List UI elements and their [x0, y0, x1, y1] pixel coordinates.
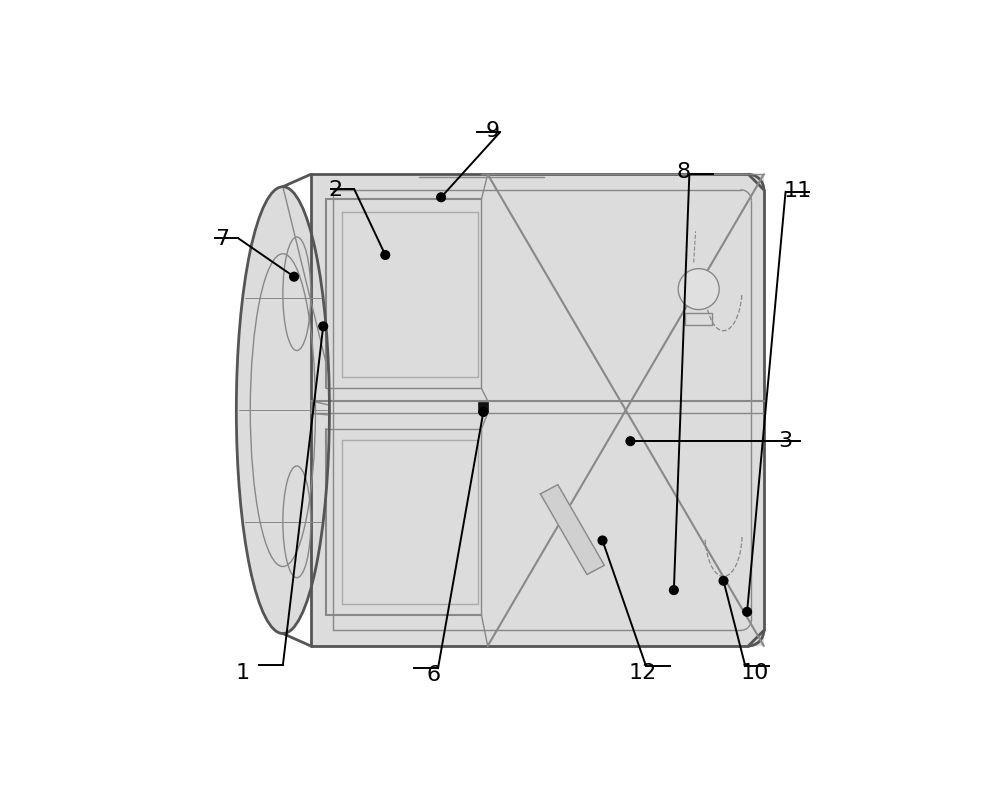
Polygon shape	[540, 484, 604, 575]
Circle shape	[670, 586, 678, 595]
Text: 8: 8	[676, 163, 690, 182]
Text: 6: 6	[427, 665, 441, 685]
FancyBboxPatch shape	[311, 174, 764, 646]
Text: 11: 11	[784, 181, 812, 201]
Text: 9: 9	[486, 121, 500, 141]
Ellipse shape	[236, 187, 329, 634]
Circle shape	[719, 576, 728, 585]
Text: 2: 2	[329, 180, 343, 200]
Circle shape	[319, 322, 328, 330]
Bar	[478, 402, 488, 412]
Circle shape	[290, 272, 298, 281]
Text: 12: 12	[629, 663, 657, 683]
Circle shape	[598, 536, 607, 545]
Circle shape	[626, 437, 635, 446]
Circle shape	[743, 608, 751, 616]
Text: 3: 3	[779, 431, 793, 451]
Text: 10: 10	[740, 663, 769, 683]
Circle shape	[479, 408, 488, 417]
Text: 1: 1	[235, 663, 250, 683]
Text: 7: 7	[215, 230, 229, 250]
Circle shape	[381, 251, 390, 260]
Circle shape	[678, 268, 719, 310]
Circle shape	[437, 193, 445, 202]
